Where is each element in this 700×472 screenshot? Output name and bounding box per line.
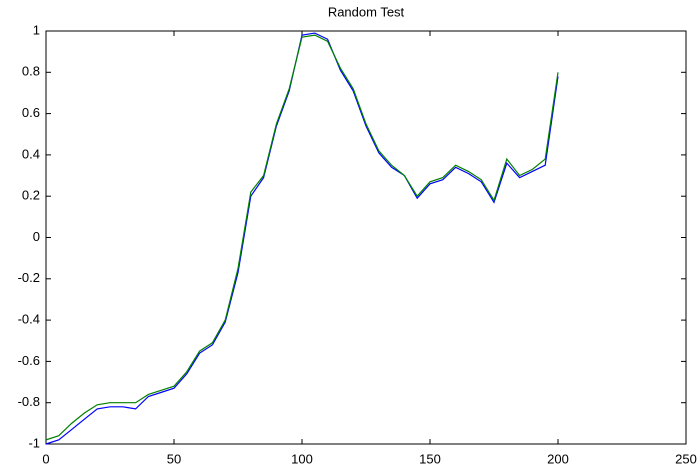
y-tick-label: 0.6 bbox=[22, 105, 40, 120]
x-tick-label: 200 bbox=[547, 451, 569, 466]
y-tick-label: 0.8 bbox=[22, 64, 40, 79]
x-tick-label: 100 bbox=[291, 451, 313, 466]
y-tick-label: -0.4 bbox=[18, 312, 40, 327]
chart-title: Random Test bbox=[328, 4, 405, 19]
y-tick-label: -0.8 bbox=[18, 394, 40, 409]
series-line bbox=[45, 32, 559, 445]
series-line bbox=[45, 34, 559, 441]
y-tick-label: 0.2 bbox=[22, 188, 40, 203]
x-tick-label: 0 bbox=[42, 451, 49, 466]
x-tick-label: 150 bbox=[419, 451, 441, 466]
y-tick-label: -1 bbox=[28, 435, 40, 450]
y-tick-label: 0.4 bbox=[22, 146, 40, 161]
x-tick-label: 250 bbox=[675, 451, 697, 466]
y-tick-label: 0 bbox=[33, 229, 40, 244]
y-tick-label: -0.6 bbox=[18, 353, 40, 368]
y-tick-label: -0.2 bbox=[18, 270, 40, 285]
y-tick-label: 1 bbox=[33, 22, 40, 37]
x-tick-label: 50 bbox=[167, 451, 181, 466]
